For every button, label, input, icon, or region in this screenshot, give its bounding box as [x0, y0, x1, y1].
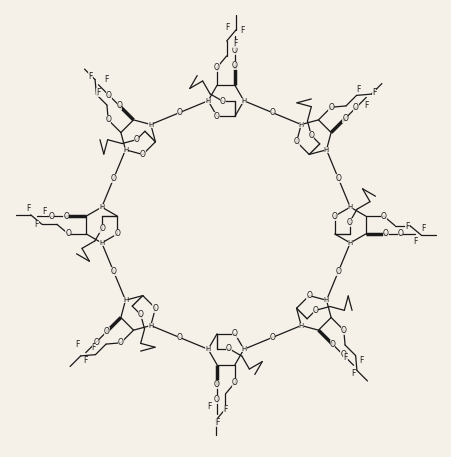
Text: O: O: [104, 327, 110, 336]
Text: F: F: [34, 219, 39, 228]
Text: F: F: [75, 340, 80, 349]
Text: O: O: [397, 229, 403, 239]
Text: F: F: [420, 224, 424, 234]
Text: H: H: [205, 346, 210, 352]
Text: O: O: [214, 395, 220, 404]
Text: H: H: [347, 240, 352, 246]
Text: O: O: [335, 174, 341, 183]
Text: H: H: [298, 122, 303, 128]
Text: H: H: [99, 240, 104, 246]
Text: H: H: [323, 147, 328, 153]
Text: F: F: [359, 356, 363, 365]
Text: O: O: [293, 137, 299, 146]
Text: O: O: [106, 91, 111, 100]
Text: O: O: [114, 229, 120, 239]
Text: O: O: [380, 212, 386, 221]
Text: H: H: [298, 323, 303, 329]
Text: H: H: [148, 323, 153, 329]
Text: F: F: [232, 39, 237, 48]
Text: H: H: [241, 346, 246, 352]
Text: F: F: [240, 26, 244, 35]
Text: F: F: [42, 207, 46, 216]
Text: O: O: [346, 218, 352, 227]
Text: O: O: [340, 350, 345, 359]
Text: O: O: [138, 310, 143, 319]
Text: F: F: [371, 88, 376, 97]
Text: O: O: [231, 329, 237, 338]
Text: O: O: [63, 212, 69, 221]
Text: O: O: [269, 108, 275, 117]
Text: H: H: [123, 147, 128, 153]
Text: O: O: [231, 46, 237, 55]
Text: H: H: [123, 297, 128, 303]
Text: F: F: [224, 23, 229, 32]
Text: F: F: [412, 238, 417, 246]
Text: O: O: [331, 212, 337, 221]
Text: O: O: [335, 267, 341, 276]
Text: O: O: [340, 326, 346, 335]
Text: F: F: [27, 204, 31, 213]
Text: F: F: [96, 88, 101, 97]
Text: F: F: [88, 72, 92, 81]
Text: F: F: [355, 85, 360, 94]
Text: O: O: [352, 103, 358, 112]
Text: H: H: [347, 204, 352, 210]
Text: O: O: [231, 61, 237, 70]
Text: O: O: [93, 338, 99, 346]
Text: H: H: [241, 98, 246, 104]
Text: F: F: [222, 405, 227, 414]
Text: O: O: [214, 112, 220, 121]
Text: H: H: [323, 297, 328, 303]
Text: O: O: [99, 223, 105, 233]
Text: O: O: [176, 108, 182, 117]
Text: O: O: [152, 304, 158, 313]
Text: O: O: [231, 378, 237, 387]
Text: O: O: [308, 131, 313, 140]
Text: H: H: [148, 122, 153, 128]
Text: O: O: [133, 135, 139, 144]
Text: O: O: [139, 150, 145, 159]
Text: O: O: [110, 174, 116, 183]
Text: O: O: [269, 333, 275, 342]
Text: O: O: [110, 267, 116, 276]
Text: O: O: [306, 291, 312, 300]
Text: F: F: [83, 356, 88, 365]
Text: H: H: [99, 204, 104, 210]
Text: O: O: [176, 333, 182, 342]
Text: O: O: [226, 344, 231, 353]
Text: O: O: [382, 229, 388, 239]
Text: O: O: [341, 114, 347, 123]
Text: F: F: [104, 75, 108, 84]
Text: O: O: [214, 63, 220, 72]
Text: F: F: [343, 353, 347, 362]
Text: O: O: [65, 229, 71, 239]
Text: O: O: [327, 103, 333, 112]
Text: O: O: [116, 101, 122, 110]
Text: O: O: [105, 115, 111, 124]
Text: O: O: [118, 338, 124, 347]
Text: F: F: [91, 343, 96, 352]
Text: O: O: [214, 380, 220, 389]
Text: F: F: [350, 369, 355, 378]
Text: O: O: [48, 212, 54, 221]
Text: F: F: [214, 418, 219, 427]
Text: H: H: [205, 98, 210, 104]
Text: F: F: [207, 402, 211, 411]
Text: F: F: [363, 101, 368, 110]
Text: O: O: [329, 340, 335, 349]
Text: O: O: [220, 97, 226, 106]
Text: O: O: [312, 306, 318, 315]
Text: F: F: [405, 222, 409, 230]
